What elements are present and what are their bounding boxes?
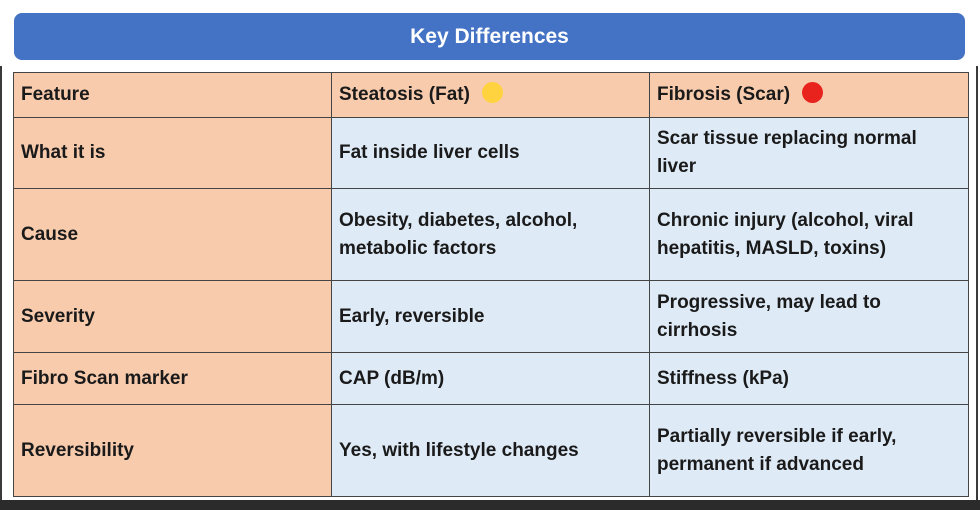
content-frame	[0, 66, 978, 500]
title-banner: Key Differences	[14, 13, 965, 60]
feature-cell: Fibro Scan marker	[13, 352, 332, 405]
page-title: Key Differences	[410, 24, 569, 48]
fibrosis-cell: Chronic injury (alcohol, viral hepatitis…	[649, 188, 969, 281]
header-feature: Feature	[13, 72, 332, 118]
red-circle-icon	[802, 82, 824, 103]
table-row: What it is Fat inside liver cells Scar t…	[13, 117, 969, 189]
fibrosis-cell: Scar tissue replacing normal liver	[649, 117, 969, 189]
table-row: Reversibility Yes, with lifestyle change…	[13, 404, 969, 497]
feature-cell: What it is	[13, 117, 332, 189]
feature-cell: Severity	[13, 280, 332, 353]
steatosis-cell: Early, reversible	[331, 280, 650, 353]
steatosis-cell: Fat inside liver cells	[331, 117, 650, 189]
feature-cell: Reversibility	[13, 404, 332, 497]
header-fibrosis: Fibrosis (Scar)	[649, 72, 969, 118]
table-row: Cause Obesity, diabetes, alcohol, metabo…	[13, 188, 969, 281]
steatosis-cell: CAP (dB/m)	[331, 352, 650, 405]
yellow-circle-icon	[481, 82, 503, 103]
fibrosis-cell: Stiffness (kPa)	[649, 352, 969, 405]
feature-cell: Cause	[13, 188, 332, 281]
table-header-row: Feature Steatosis (Fat) Fibrosis (Scar)	[13, 72, 969, 118]
table-row: Severity Early, reversible Progressive, …	[13, 280, 969, 353]
bottom-border	[0, 500, 980, 510]
steatosis-cell: Yes, with lifestyle changes	[331, 404, 650, 497]
fibrosis-cell: Partially reversible if early, permanent…	[649, 404, 969, 497]
comparison-table: Feature Steatosis (Fat) Fibrosis (Scar) …	[13, 72, 969, 497]
header-steatosis: Steatosis (Fat)	[331, 72, 650, 118]
steatosis-cell: Obesity, diabetes, alcohol, metabolic fa…	[331, 188, 650, 281]
fibrosis-cell: Progressive, may lead to cirrhosis	[649, 280, 969, 353]
table-row: Fibro Scan marker CAP (dB/m) Stiffness (…	[13, 352, 969, 405]
